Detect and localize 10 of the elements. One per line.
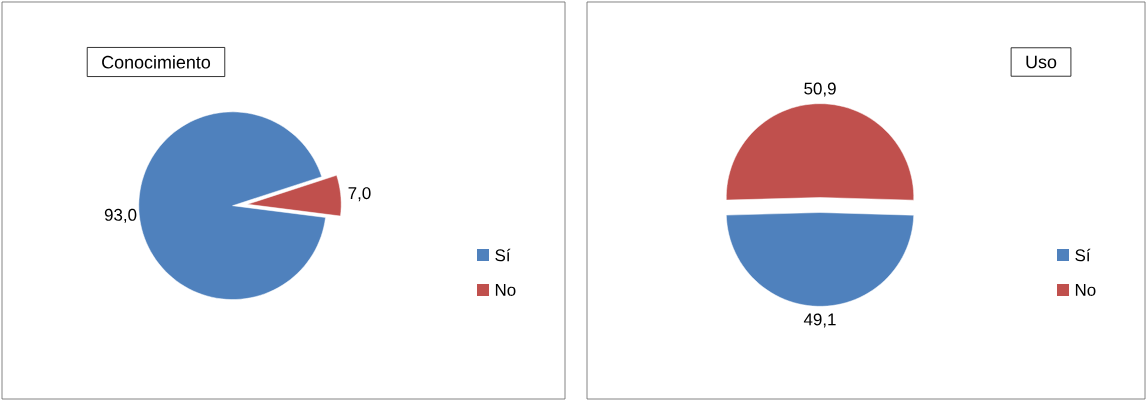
legend-label: Sí [1075,248,1091,262]
chart-title: Uso [1026,55,1057,69]
data-label: 49,1 [803,313,836,328]
legend-label: Sí [495,248,511,262]
data-label: 7,0 [348,187,371,202]
chart-title: Conocimiento [102,55,211,69]
data-label: 93,0 [104,208,137,223]
data-label: 50,9 [804,82,836,97]
legend-label: No [1075,284,1096,296]
legend-label: No [495,284,516,296]
